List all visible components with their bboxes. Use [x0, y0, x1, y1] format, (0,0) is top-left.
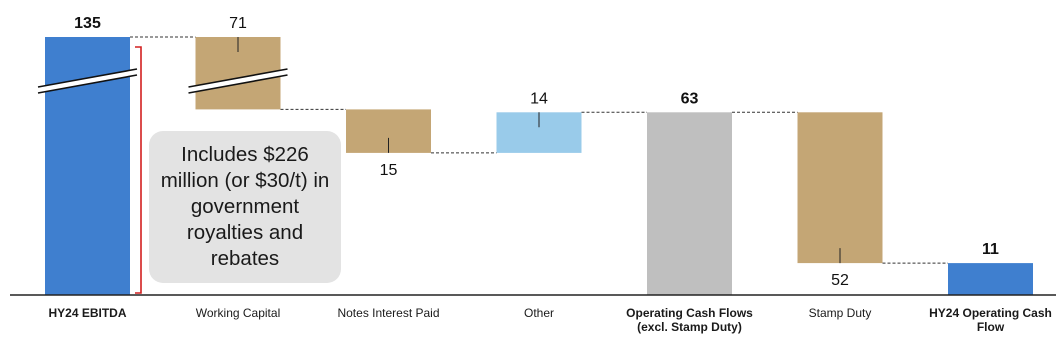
bar-hy24-operating-cash-flow [948, 263, 1033, 295]
axis-break-line [37, 74, 138, 94]
value-label-notes-interest-paid: 15 [380, 162, 398, 179]
value-label-stamp-duty: 52 [831, 272, 849, 289]
axis-break-layer [37, 68, 288, 94]
value-label-operating-cash-flows-excl-stamp-duty: 63 [681, 90, 699, 107]
axis-break-line [37, 68, 138, 88]
axis-break-line [188, 68, 288, 88]
value-label-hy24-operating-cash-flow: 11 [982, 241, 999, 258]
value-label-hy24-ebitda: 135 [74, 15, 101, 32]
category-label-notes-interest-paid: Notes Interest Paid [337, 306, 440, 320]
value-label-working-capital: 71 [229, 15, 247, 32]
category-label-stamp-duty: Stamp Duty [808, 306, 872, 320]
axis-break-gap [38, 69, 137, 93]
category-label-working-capital: Working Capital [195, 306, 281, 320]
axis-break-line [188, 74, 288, 94]
axis-break-gap [188, 69, 288, 93]
bar-operating-cash-flows-excl-stamp-duty [647, 112, 732, 295]
callout-bracket [135, 46, 142, 294]
category-label-other: Other [523, 306, 554, 320]
bar-stamp-duty [797, 112, 883, 264]
category-label-hy24-ebitda: HY24 EBITDA [48, 306, 127, 320]
category-label-operating-cash-flows-excl-stamp-duty: Operating Cash Flows (excl. Stamp Duty) [626, 306, 753, 334]
callout-note: Includes $226 million (or $30/t) in gove… [149, 131, 341, 283]
bars-layer [45, 37, 1033, 295]
connectors-layer [130, 36, 948, 264]
value-labels-layer: 135 71 15 14 63 52 11 [74, 15, 999, 289]
category-label-hy24-operating-cash-flow: HY24 Operating Cash Flow [929, 306, 1052, 334]
value-label-other: 14 [530, 90, 548, 107]
